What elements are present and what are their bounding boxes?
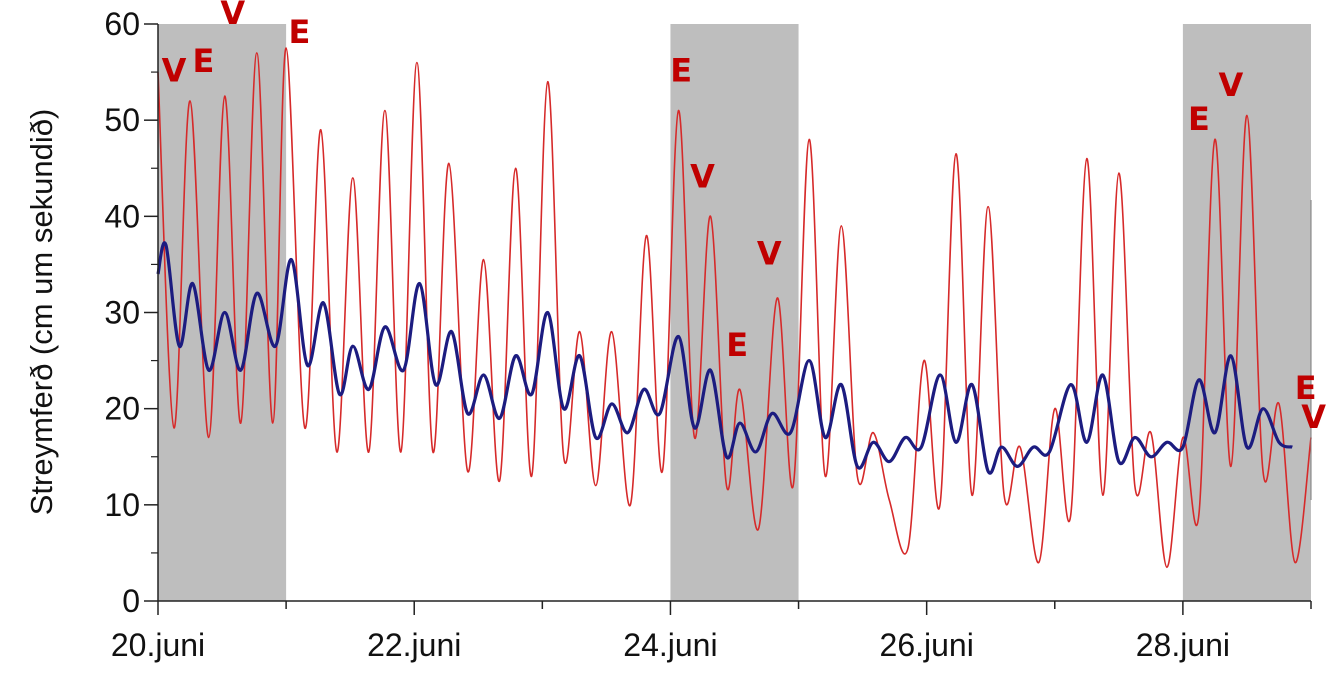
marker-v-6: V (757, 234, 782, 272)
marker-v-2: V (220, 0, 245, 32)
shaded-period-2 (1182, 24, 1311, 601)
series-line-0 (157, 47, 1312, 569)
y-tick-label-60: 60 (104, 6, 140, 42)
x-tick-label-1: 22.juni (367, 627, 461, 663)
marker-e-1: E (192, 42, 214, 80)
y-tick-label-30: 30 (104, 295, 140, 331)
y-axis-label: Streymferð (cm um sekundið) (24, 109, 59, 516)
marker-e-4: E (670, 52, 692, 90)
marker-e-8: E (1188, 100, 1210, 138)
y-tick-label-20: 20 (104, 391, 140, 427)
red-series (157, 47, 1312, 569)
axes: 0 10 20 30 40 50 60 20.juni 22.juni 24.juni 26.jun… (104, 6, 1312, 663)
y-tick-label-40: 40 (104, 198, 140, 234)
x-tick-label-4: 28.juni (1136, 627, 1230, 663)
shaded-period-1 (670, 24, 799, 601)
y-tick-label-50: 50 (104, 102, 140, 138)
shaded-periods (158, 24, 1311, 601)
marker-v-5: V (690, 157, 715, 195)
blue-series (156, 241, 1293, 475)
x-tick-label-2: 24.juni (623, 627, 717, 663)
y-tick-label-10: 10 (104, 487, 140, 523)
marker-v-9: V (1219, 66, 1244, 104)
marker-v-11: V (1301, 398, 1326, 436)
y-tick-label-0: 0 (122, 583, 140, 619)
series-line-1 (156, 241, 1293, 475)
marker-e-7: E (726, 326, 748, 364)
marker-e-10: E (1295, 369, 1317, 407)
x-tick-label-3: 26.juni (880, 627, 974, 663)
marker-v-0: V (162, 52, 187, 90)
marker-e-3: E (289, 13, 311, 51)
x-tick-label-0: 20.juni (111, 627, 205, 663)
